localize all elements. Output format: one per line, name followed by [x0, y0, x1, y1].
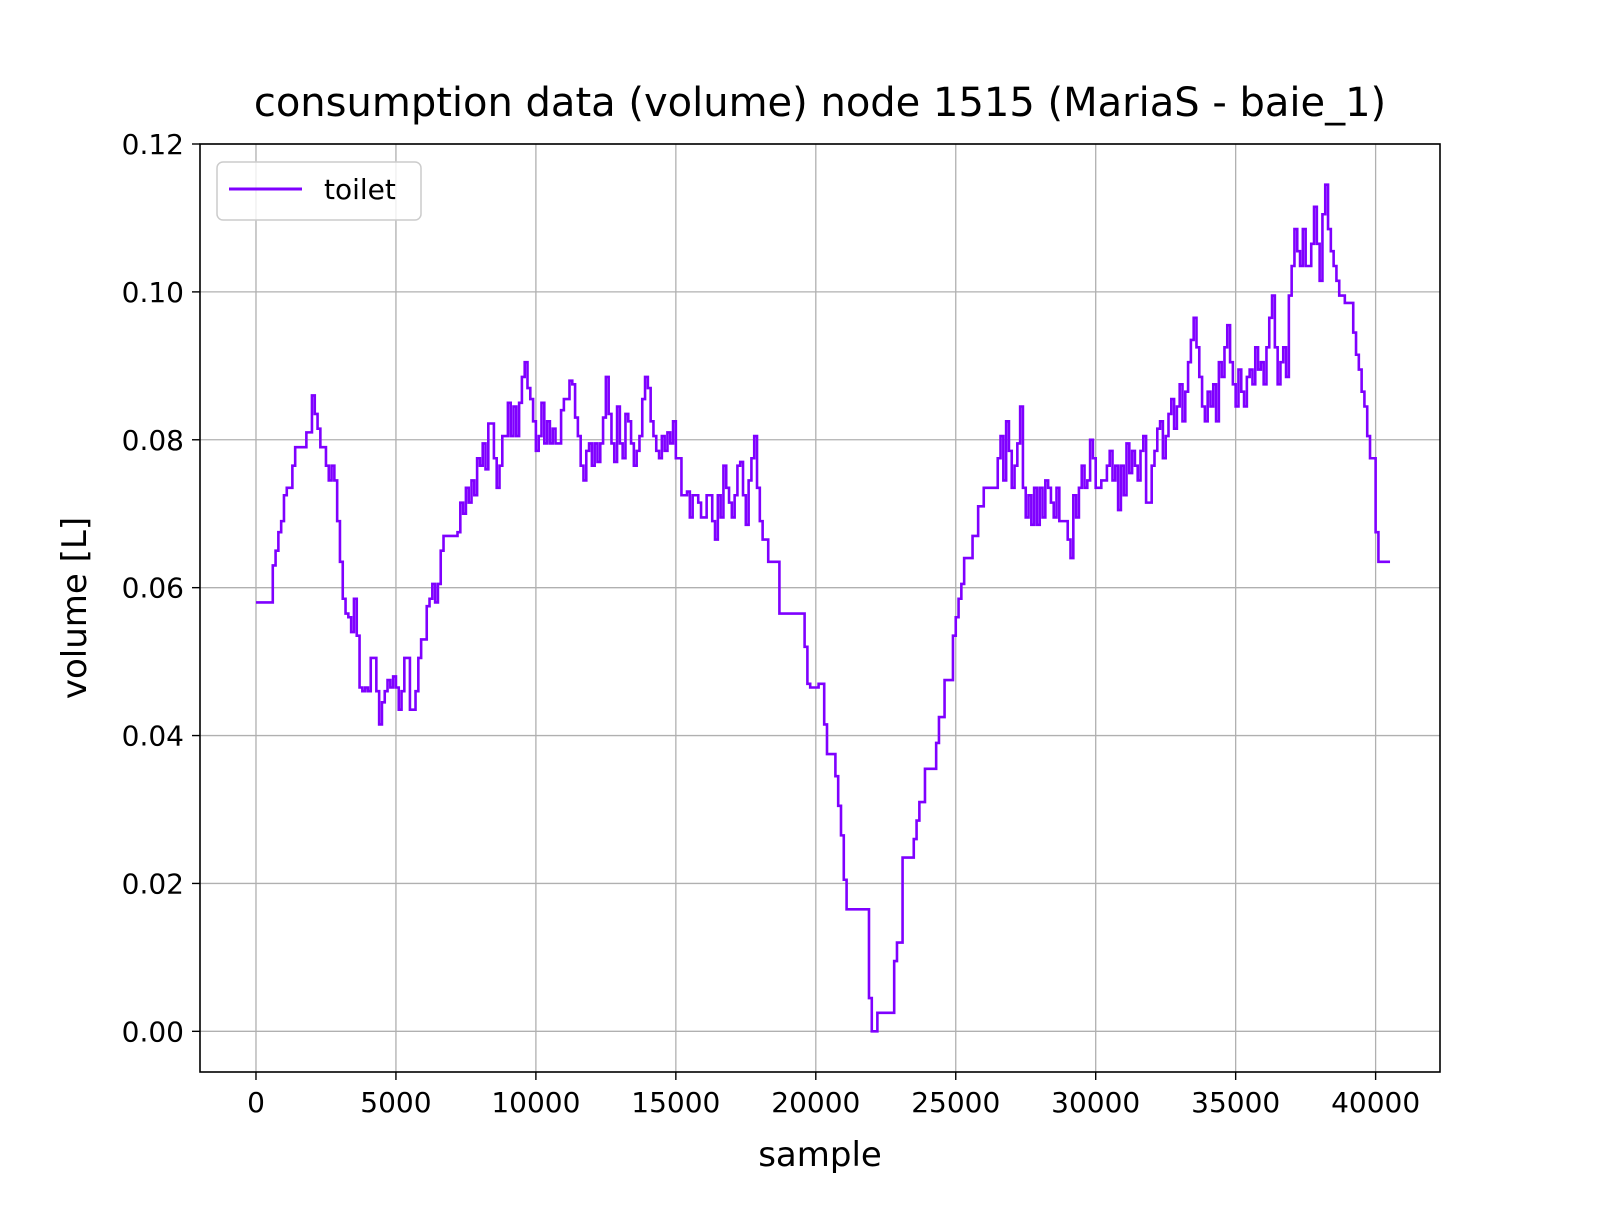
y-tick-label: 0.04: [122, 720, 184, 753]
legend-box: [216, 161, 422, 221]
series-layer: [255, 183, 1391, 1033]
y-tick-label: 0.06: [122, 572, 184, 605]
y-tick-label: 0.00: [122, 1015, 184, 1048]
y-axis-label: volume [L]: [55, 517, 95, 699]
chart-title: consumption data (volume) node 1515 (Mar…: [254, 80, 1386, 126]
grid: [200, 143, 1440, 1072]
x-tick-label: 30000: [1051, 1086, 1140, 1119]
series-line-toilet: [255, 183, 1391, 1033]
y-tick-label: 0.12: [122, 128, 184, 161]
x-tick-label: 5000: [360, 1086, 431, 1119]
y-tick-label: 0.08: [122, 424, 184, 457]
legend: toilet: [216, 161, 422, 221]
x-tick-label: 40000: [1331, 1086, 1420, 1119]
ticks: 0 5000 10000 15000 20000 25000 30000 35000 40000…: [122, 128, 1421, 1119]
y-tick-label: 0.02: [122, 867, 184, 900]
x-tick-label: 25000: [911, 1086, 1000, 1119]
x-tick-label: 0: [247, 1086, 265, 1119]
plot-frame: [199, 143, 1441, 1073]
x-tick-label: 10000: [491, 1086, 580, 1119]
x-tick-label: 15000: [631, 1086, 720, 1119]
x-axis-label: sample: [758, 1135, 882, 1175]
x-tick-label: 35000: [1191, 1086, 1280, 1119]
legend-entry-toilet: toilet: [324, 173, 396, 206]
x-tick-label: 20000: [771, 1086, 860, 1119]
y-tick-label: 0.10: [122, 276, 184, 309]
